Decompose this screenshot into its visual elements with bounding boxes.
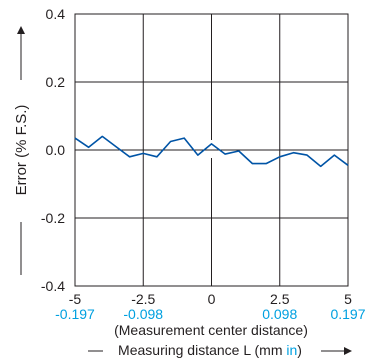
series-line bbox=[74, 135, 349, 168]
y-axis-label: Error (% F.S.) bbox=[13, 105, 30, 196]
x-tick-label-inch: -0.197 bbox=[55, 306, 95, 322]
y-tick-label: -0.4 bbox=[41, 278, 65, 294]
series-layer bbox=[74, 135, 349, 168]
x-axis-sublabel: (Measurement center distance) bbox=[114, 322, 308, 338]
ylabel-arrow-head bbox=[17, 26, 25, 34]
x-tick-label: 0 bbox=[208, 291, 216, 307]
x-tick-label: -5 bbox=[69, 291, 82, 307]
x-axis-label-main: Measuring distance L (mm bbox=[118, 342, 286, 358]
plot-frame bbox=[74, 13, 349, 287]
x-axis-label-inch: in bbox=[286, 342, 297, 358]
y-tick-label: 0.4 bbox=[46, 6, 66, 22]
x-tick-label: -2.5 bbox=[131, 291, 155, 307]
y-tick-label: 0.2 bbox=[46, 74, 66, 90]
x-axis-label-close: ) bbox=[297, 342, 302, 358]
xlabel-arrow-head bbox=[344, 347, 352, 355]
axes bbox=[74, 13, 349, 287]
y-tick-label: 0.0 bbox=[46, 142, 66, 158]
x-tick-label-inch: 0.197 bbox=[330, 306, 365, 322]
y-tick-label: -0.2 bbox=[41, 210, 65, 226]
x-tick-label-inch: -0.098 bbox=[123, 306, 163, 322]
x-tick-label: 5 bbox=[344, 291, 352, 307]
x-tick-label: 2.5 bbox=[270, 291, 290, 307]
x-axis-label: Measuring distance L (mm in) bbox=[118, 342, 302, 358]
x-tick-label-inch: 0.098 bbox=[262, 306, 297, 322]
grid bbox=[75, 14, 348, 286]
